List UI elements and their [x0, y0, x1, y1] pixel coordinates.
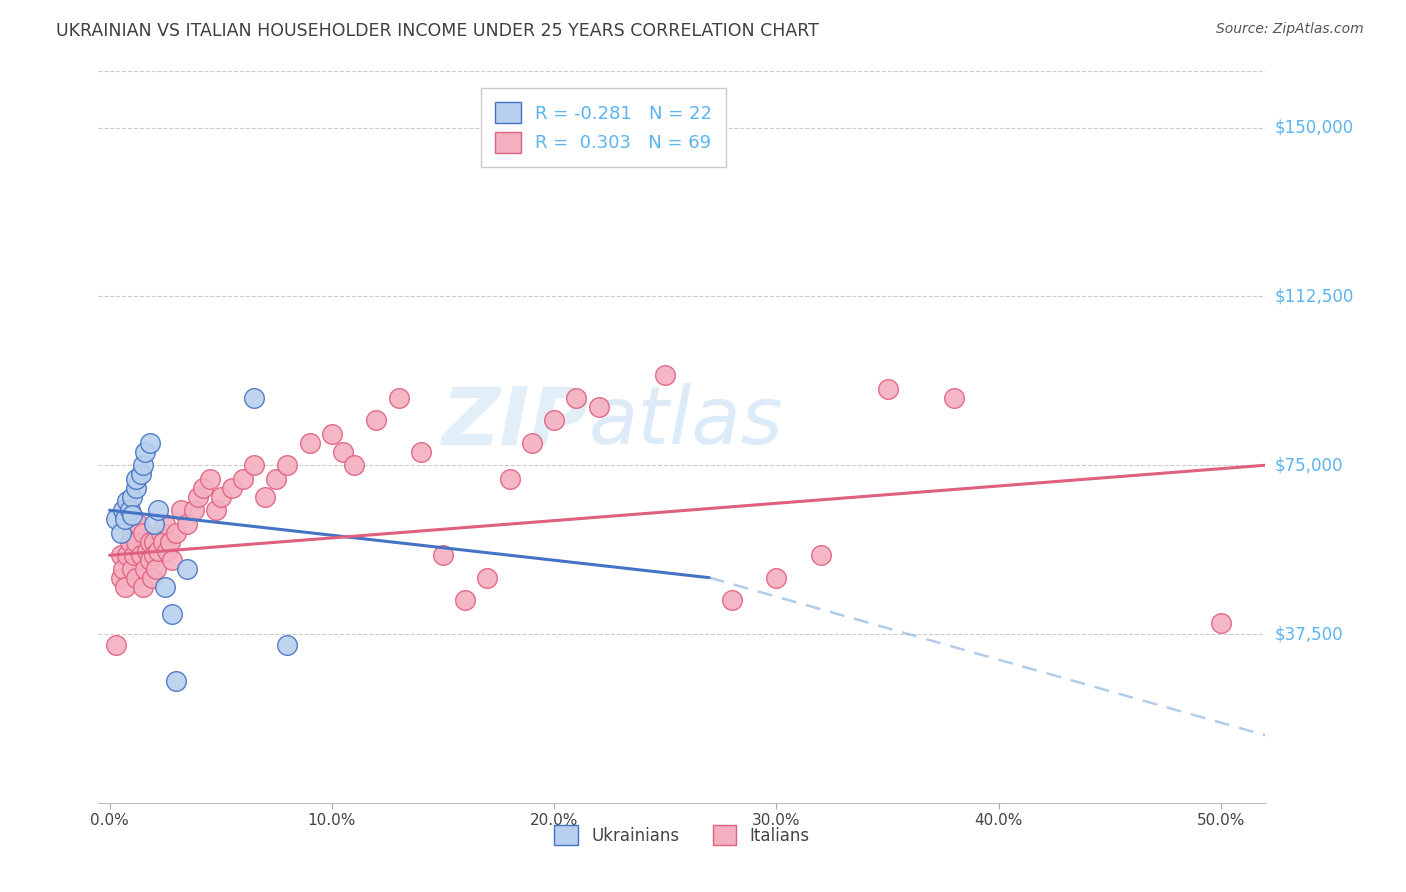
Point: [565, 391, 588, 405]
Point: [276, 458, 298, 473]
Point: [254, 490, 277, 504]
Point: [243, 458, 266, 473]
Point: [136, 543, 159, 558]
Point: [121, 508, 143, 522]
Point: [148, 543, 170, 558]
Point: [153, 580, 176, 594]
Point: [156, 543, 179, 558]
Point: [117, 494, 139, 508]
Point: [125, 534, 148, 549]
Point: [169, 503, 191, 517]
Point: [121, 562, 143, 576]
Point: [129, 548, 152, 562]
Text: $150,000: $150,000: [1274, 119, 1354, 136]
Point: [810, 548, 832, 562]
Point: [165, 674, 187, 689]
Point: [387, 391, 409, 405]
Point: [110, 525, 132, 540]
Point: [183, 503, 205, 517]
Point: [110, 571, 132, 585]
Point: [138, 534, 160, 549]
Point: [127, 516, 149, 531]
Point: [454, 593, 477, 607]
Point: [148, 503, 170, 517]
Point: [176, 562, 198, 576]
Point: [160, 607, 183, 621]
Point: [132, 580, 155, 594]
Point: [143, 548, 166, 562]
Point: [198, 472, 221, 486]
Point: [366, 413, 388, 427]
Point: [111, 562, 134, 576]
Point: [209, 490, 232, 504]
Point: [118, 534, 141, 549]
Point: [134, 562, 156, 576]
Point: [943, 391, 966, 405]
Point: [876, 382, 898, 396]
Point: [105, 512, 128, 526]
Point: [132, 525, 155, 540]
Point: [187, 490, 209, 504]
Point: [321, 426, 343, 441]
Point: [105, 638, 128, 652]
Point: [134, 444, 156, 458]
Point: [243, 391, 266, 405]
Point: [498, 472, 520, 486]
Point: [221, 481, 243, 495]
Point: [114, 580, 136, 594]
Point: [232, 472, 254, 486]
Point: [165, 525, 187, 540]
Point: [125, 481, 148, 495]
Text: UKRAINIAN VS ITALIAN HOUSEHOLDER INCOME UNDER 25 YEARS CORRELATION CHART: UKRAINIAN VS ITALIAN HOUSEHOLDER INCOME …: [56, 22, 820, 40]
Point: [152, 534, 174, 549]
Point: [121, 490, 143, 504]
Point: [149, 525, 172, 540]
Point: [191, 481, 214, 495]
Point: [132, 458, 155, 473]
Text: ZIP: ZIP: [441, 384, 589, 461]
Point: [332, 444, 354, 458]
Point: [176, 516, 198, 531]
Text: $37,500: $37,500: [1274, 625, 1343, 643]
Point: [264, 472, 287, 486]
Text: $112,500: $112,500: [1274, 287, 1354, 305]
Point: [125, 472, 148, 486]
Point: [138, 553, 160, 567]
Point: [110, 548, 132, 562]
Point: [138, 435, 160, 450]
Point: [122, 548, 145, 562]
Legend: Ukrainians, Italians: Ukrainians, Italians: [546, 817, 818, 853]
Point: [117, 548, 139, 562]
Point: [145, 562, 167, 576]
Text: $75,000: $75,000: [1274, 456, 1343, 475]
Point: [477, 571, 499, 585]
Point: [143, 534, 166, 549]
Point: [543, 413, 565, 427]
Point: [114, 512, 136, 526]
Point: [654, 368, 676, 383]
Point: [205, 503, 228, 517]
Point: [129, 467, 152, 482]
Point: [588, 400, 610, 414]
Point: [143, 516, 166, 531]
Point: [343, 458, 366, 473]
Point: [141, 571, 163, 585]
Point: [432, 548, 454, 562]
Point: [111, 503, 134, 517]
Point: [409, 444, 432, 458]
Point: [721, 593, 744, 607]
Point: [121, 525, 143, 540]
Point: [276, 638, 298, 652]
Point: [520, 435, 543, 450]
Point: [298, 435, 321, 450]
Point: [118, 503, 141, 517]
Point: [125, 571, 148, 585]
Point: [765, 571, 787, 585]
Point: [160, 553, 183, 567]
Text: atlas: atlas: [589, 384, 783, 461]
Point: [153, 516, 176, 531]
Point: [159, 534, 181, 549]
Point: [1209, 615, 1232, 630]
Text: Source: ZipAtlas.com: Source: ZipAtlas.com: [1216, 22, 1364, 37]
